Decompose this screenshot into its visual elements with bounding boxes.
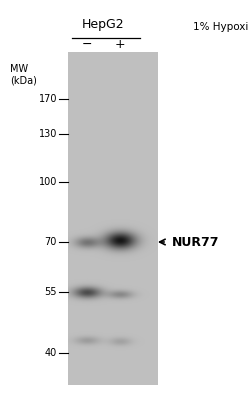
- Text: 70: 70: [45, 237, 57, 247]
- Text: −: −: [82, 38, 92, 50]
- Text: 170: 170: [39, 94, 57, 104]
- Text: 1% Hypoxia, 24 hr: 1% Hypoxia, 24 hr: [193, 22, 249, 32]
- Bar: [68, 52, 158, 385]
- Text: NUR77: NUR77: [172, 236, 220, 248]
- Text: MW
(kDa): MW (kDa): [10, 64, 37, 86]
- Text: HepG2: HepG2: [82, 18, 124, 31]
- Text: +: +: [115, 38, 125, 50]
- Text: 100: 100: [39, 177, 57, 187]
- Text: 40: 40: [45, 348, 57, 358]
- Text: 130: 130: [39, 129, 57, 139]
- Text: 55: 55: [45, 287, 57, 297]
